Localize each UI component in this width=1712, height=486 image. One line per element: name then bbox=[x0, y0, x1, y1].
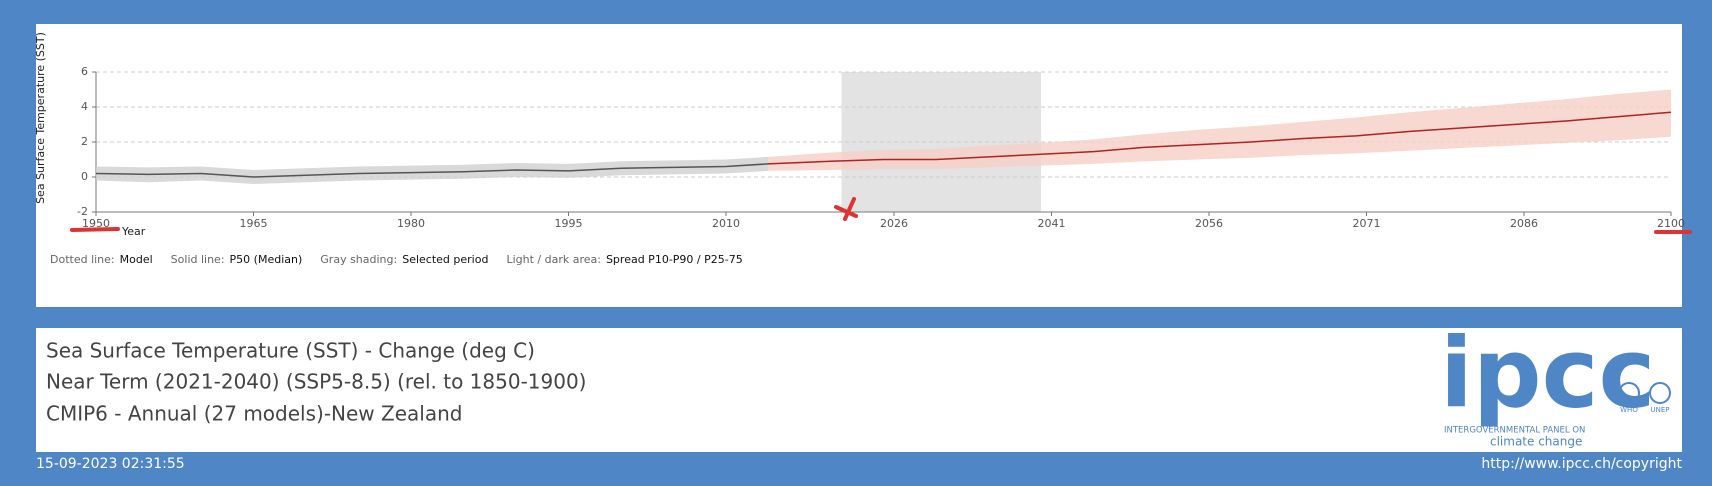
y-tick-label: 2 bbox=[81, 135, 88, 148]
who-emblem bbox=[1618, 382, 1640, 404]
x-tick-label: 1950 bbox=[82, 217, 110, 230]
x-tick-label: 2086 bbox=[1510, 217, 1538, 230]
legend-label: Gray shading: bbox=[320, 253, 397, 266]
x-tick-label: 1995 bbox=[555, 217, 583, 230]
x-tick-label: 1980 bbox=[397, 217, 425, 230]
info-line: Near Term (2021-2040) (SSP5-8.5) (rel. t… bbox=[46, 370, 587, 394]
y-tick-label: -2 bbox=[77, 205, 88, 218]
copyright-link[interactable]: http://www.ipcc.ch/copyright bbox=[1481, 456, 1682, 472]
x-tick-label: 2026 bbox=[880, 217, 908, 230]
plot: -2 0 2 4 6 1950 1965 1980 1995 2010 2026 2041 2056 20… bbox=[77, 65, 1685, 230]
annotation-stroke bbox=[70, 227, 120, 232]
legend-text: Model bbox=[120, 253, 153, 266]
spread-band bbox=[768, 89, 1671, 171]
partner-label: UNEP bbox=[1650, 406, 1669, 414]
legend: Dotted line: Model Solid line: P50 (Median)… bbox=[50, 253, 743, 266]
legend-label: Light / dark area: bbox=[506, 253, 601, 266]
y-tick-label: 4 bbox=[81, 100, 88, 113]
median-line bbox=[767, 111, 1672, 165]
median-line bbox=[95, 163, 769, 178]
info-panel bbox=[36, 328, 1682, 452]
legend-label: Solid line: bbox=[171, 253, 225, 266]
y-tick-label: 6 bbox=[81, 65, 88, 78]
y-tick-label: 0 bbox=[81, 170, 88, 183]
info-line: Sea Surface Temperature (SST) - Change (… bbox=[46, 339, 535, 363]
x-tick-label: 2071 bbox=[1353, 217, 1381, 230]
unep-emblem bbox=[1649, 382, 1671, 404]
selected-period bbox=[841, 72, 1041, 212]
legend-text: P50 (Median) bbox=[230, 253, 303, 266]
y-axis-label: Sea Surface Temperature (SST) bbox=[34, 32, 47, 204]
x-tick-label: 1965 bbox=[240, 217, 268, 230]
x-tick-label: 2010 bbox=[712, 217, 740, 230]
x-tick-label: 2100 bbox=[1657, 217, 1685, 230]
annotation-stroke bbox=[834, 197, 858, 221]
info-line: CMIP6 - Annual (27 models)-New Zealand bbox=[46, 402, 462, 426]
legend-text: Spread P10-P90 / P25-75 bbox=[606, 253, 743, 266]
x-tick-label: 2041 bbox=[1038, 217, 1066, 230]
logo-text: climate change bbox=[1490, 435, 1582, 449]
x-axis-label: Year bbox=[121, 225, 146, 238]
x-tick-label: 2056 bbox=[1195, 217, 1223, 230]
partner-label: WHO bbox=[1620, 406, 1638, 414]
logo-mark: ipcc bbox=[1440, 317, 1655, 429]
legend-label: Dotted line: bbox=[50, 253, 115, 266]
legend-text: Selected period bbox=[402, 253, 488, 266]
timestamp: 15-09-2023 02:31:55 bbox=[36, 456, 185, 472]
logo-text: INTERGOVERNMENTAL PANEL ON bbox=[1444, 426, 1585, 436]
